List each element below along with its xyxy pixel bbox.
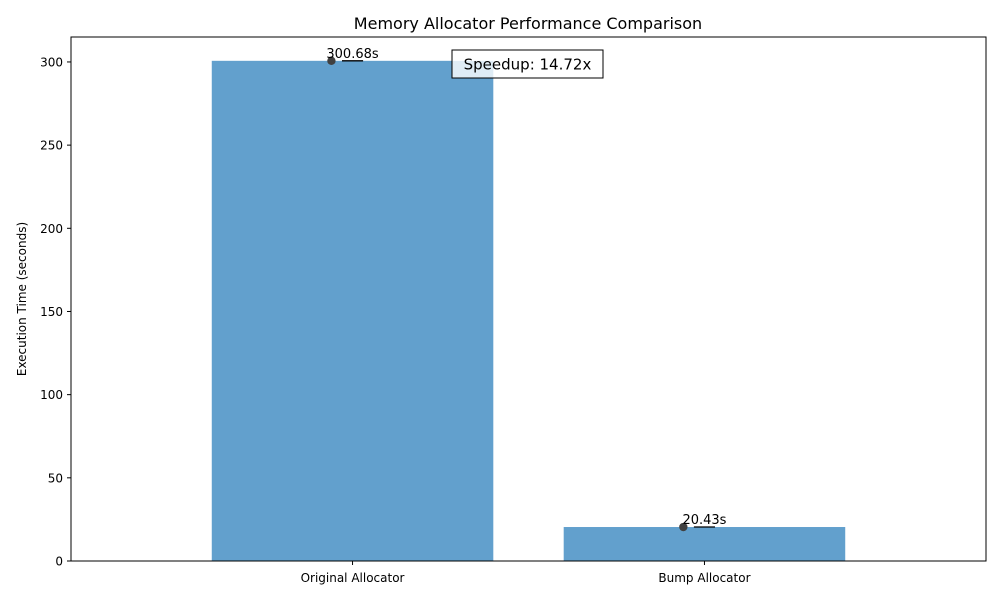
plot-frame: [70, 36, 987, 562]
y-tick-label-250: 250: [40, 139, 63, 153]
y-tick-label-300: 300: [40, 55, 63, 69]
y-ticks-group: 0 50 100 150 200 250 300: [40, 55, 71, 569]
y-tick-label-100: 100: [40, 388, 63, 402]
x-tick-label-bump-allocator: Bump Allocator: [658, 571, 750, 585]
x-tick-label-original-allocator: Original Allocator: [301, 571, 405, 585]
point-bump-allocator: [679, 522, 688, 532]
bar-original-allocator: [211, 60, 494, 562]
bars-group: [211, 60, 846, 562]
y-tick-label-200: 200: [40, 222, 63, 236]
point-original-allocator: [327, 56, 336, 66]
value-label-bump-allocator: 20.43s: [682, 513, 726, 528]
y-tick-label-0: 0: [55, 555, 63, 569]
y-tick-label-50: 50: [48, 471, 63, 485]
speedup-text: Speedup: 14.72x: [464, 56, 592, 74]
y-tick-label-150: 150: [40, 305, 63, 319]
value-label-original-allocator: 300.68s: [326, 47, 378, 62]
speedup-box: [451, 49, 604, 79]
axes-group: [70, 36, 987, 562]
markers-group: 300.68s 20.43s: [326, 47, 727, 532]
chart-title: Memory Allocator Performance Comparison: [354, 14, 702, 33]
x-ticks-group: Original Allocator Bump Allocator: [301, 561, 751, 585]
speedup-annotation: Speedup: 14.72x: [451, 49, 604, 79]
bar-bump-allocator: [563, 527, 846, 561]
y-axis-label: Execution Time (seconds): [15, 222, 29, 376]
